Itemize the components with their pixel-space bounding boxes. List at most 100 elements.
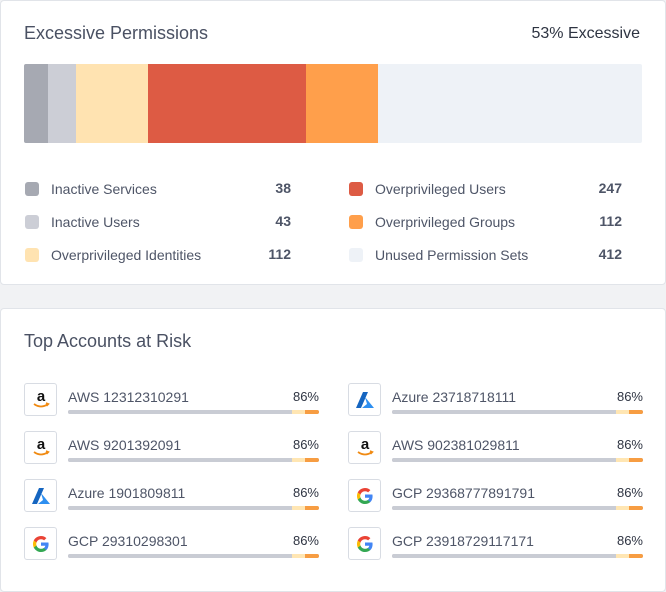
risk-bar-fill [292,410,306,414]
legend-item[interactable]: Inactive Users [25,213,140,231]
risk-bar-fill [629,458,643,462]
svg-text:a: a [36,437,45,453]
legend-label: Overprivileged Groups [375,214,516,230]
account-risk-percent: 86% [616,533,643,548]
legend-label: Inactive Users [51,214,140,230]
risk-progress-bar [392,554,643,558]
azure-icon [348,383,381,416]
account-risk-percent: 86% [616,437,643,452]
svg-text:a: a [36,389,45,405]
svg-text:a: a [360,437,369,453]
bar-segment-inactive-users[interactable] [48,64,76,143]
risk-bar-fill [305,506,319,510]
legend-label: Overprivileged Identities [51,247,202,263]
risk-progress-bar [392,506,643,510]
legend-swatch [25,215,39,229]
account-name: GCP 29368777891791 [392,485,535,501]
risk-bar-fill [68,554,293,558]
account-item[interactable]: GCP 29368777891791 86% [348,479,643,513]
amazon-icon: a [24,383,57,416]
risk-bar-fill [305,554,319,558]
risk-progress-bar [392,410,643,414]
account-item[interactable]: a AWS 12312310291 86% [24,383,319,417]
account-item[interactable]: a AWS 902381029811 86% [348,431,643,465]
account-name: GCP 29310298301 [68,533,188,549]
risk-progress-bar [68,506,319,510]
google-icon [348,527,381,560]
risk-progress-bar [68,554,319,558]
excessive-summary: 53% Excessive [531,25,641,42]
risk-bar-fill [68,410,293,414]
account-name: Azure 1901809811 [68,485,186,501]
account-risk-percent: 86% [292,389,319,404]
risk-bar-fill [629,554,643,558]
risk-bar-fill [392,458,617,462]
account-name: AWS 9201392091 [68,437,182,453]
account-item[interactable]: Azure 23718718111 86% [348,383,643,417]
risk-bar-fill [616,410,630,414]
google-icon [348,479,381,512]
panel-title: Excessive Permissions [24,23,209,43]
legend-item[interactable]: Overprivileged Identities [25,246,201,264]
account-item[interactable]: a AWS 9201392091 86% [24,431,319,465]
risk-progress-bar [68,410,319,414]
account-name: AWS 902381029811 [392,437,520,453]
account-risk-percent: 86% [292,485,319,500]
account-risk-percent: 86% [616,389,643,404]
legend-item[interactable]: Inactive Services [25,180,157,198]
amazon-icon: a [24,431,57,464]
risk-bar-fill [616,506,630,510]
risk-progress-bar [68,458,319,462]
risk-bar-fill [292,458,306,462]
bar-segment-unused-permission-sets[interactable] [377,64,642,143]
legend-swatch [349,248,363,262]
risk-bar-fill [68,506,293,510]
bar-segment-overprivileged-identities[interactable] [75,64,148,143]
top-accounts-card: Top Accounts at Risk a AWS 12312310291 86%… [0,308,666,592]
account-name: Azure 23718718111 [392,389,517,405]
legend-swatch [349,215,363,229]
risk-bar-fill [392,554,617,558]
legend-label: Unused Permission Sets [375,247,529,263]
bar-segment-inactive-services[interactable] [24,64,49,143]
risk-bar-fill [629,410,643,414]
risk-bar-fill [392,506,617,510]
google-icon [24,527,57,560]
permissions-stacked-bar [24,64,642,143]
risk-bar-fill [292,506,306,510]
legend-swatch [349,182,363,196]
risk-bar-fill [616,554,630,558]
legend-item[interactable]: Overprivileged Groups [349,213,515,231]
excessive-permissions-card: Excessive Permissions 53% Excessive Inac… [0,0,666,285]
account-name: AWS 12312310291 [68,389,189,405]
legend-label: Overprivileged Users [375,181,506,197]
risk-bar-fill [616,458,630,462]
risk-bar-fill [292,554,306,558]
legend-item[interactable]: Unused Permission Sets [349,246,528,264]
legend-value: 112 [599,213,622,229]
account-risk-percent: 86% [292,533,319,548]
account-risk-percent: 86% [616,485,643,500]
risk-bar-fill [68,458,293,462]
risk-bar-fill [305,458,319,462]
legend-item[interactable]: Overprivileged Users [349,180,506,198]
panel-title: Top Accounts at Risk [24,331,192,351]
legend-swatch [25,182,39,196]
risk-progress-bar [392,458,643,462]
risk-bar-fill [629,506,643,510]
risk-bar-fill [305,410,319,414]
account-item[interactable]: GCP 29310298301 86% [24,527,319,561]
legend-value: 247 [598,180,622,196]
legend-value: 38 [275,180,291,196]
bar-segment-overprivileged-groups[interactable] [306,64,378,143]
bar-segment-overprivileged-users[interactable] [147,64,307,143]
account-item[interactable]: GCP 23918729117171 86% [348,527,643,561]
account-risk-percent: 86% [292,437,319,452]
azure-icon [24,479,57,512]
legend-value: 43 [275,213,291,229]
legend-value: 112 [268,246,291,262]
account-name: GCP 23918729117171 [392,533,534,549]
legend-value: 412 [598,246,622,262]
risk-bar-fill [392,410,617,414]
account-item[interactable]: Azure 1901809811 86% [24,479,319,513]
